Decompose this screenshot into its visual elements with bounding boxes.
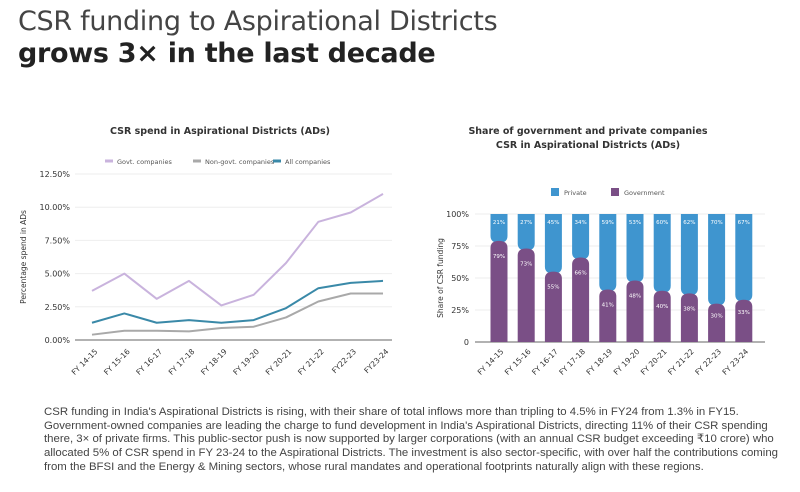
bar-label-government: 66%: [574, 271, 586, 277]
bar-label-government: 33%: [738, 310, 750, 316]
page-title: CSR funding to Aspirational Districts: [18, 6, 498, 37]
bar-private: [708, 214, 726, 306]
x-tick-label: FY 20-21: [264, 347, 294, 377]
bar-x-tick-label: FY 22-23: [693, 347, 723, 377]
bar-y-tick-label: 100%: [446, 210, 469, 219]
bar-label-private: 34%: [574, 220, 586, 226]
bar-label-private: 60%: [656, 220, 668, 226]
y-tick-label: 7.50%: [45, 236, 71, 245]
x-tick-label: FY 18-19: [199, 347, 229, 377]
bar-x-tick-label: FY 21-22: [666, 347, 696, 377]
bar-label-government: 79%: [493, 254, 505, 260]
bar-private: [599, 214, 617, 292]
bar-label-government: 41%: [602, 303, 614, 309]
bar-x-tick-label: FY 20-21: [639, 347, 669, 377]
bar-label-government: 40%: [656, 304, 668, 310]
bar-label-private: 27%: [520, 220, 532, 226]
bar-private: [544, 214, 562, 274]
y-axis-label: Percentage spend in ADs: [19, 210, 28, 304]
bar-x-tick-label: FY 19-20: [612, 347, 642, 377]
bar-private: [626, 214, 644, 283]
bar-government: [544, 271, 562, 342]
bar-private: [653, 214, 671, 293]
bar-label-private: 62%: [683, 220, 695, 226]
bar-label-government: 55%: [547, 285, 559, 291]
y-tick-label: 0.00%: [45, 336, 71, 345]
bar-private: [680, 214, 698, 296]
bar-label-government: 38%: [683, 306, 695, 312]
x-tick-label: FY 14-15: [70, 347, 100, 377]
bar-label-private: 59%: [602, 220, 614, 226]
bar-private: [572, 214, 590, 260]
x-tick-label: FY22-23: [330, 347, 358, 375]
bar-government: [680, 293, 698, 342]
bar-government: [599, 289, 617, 342]
bar-y-tick-label: 0: [464, 338, 469, 347]
y-tick-label: 12.50%: [39, 170, 70, 179]
legend-label-2: All companies: [285, 158, 331, 166]
bar-y-axis-label: Share of CSR funding: [436, 238, 445, 318]
x-tick-label: FY 17-18: [167, 347, 197, 377]
bar-chart-title-line2: CSR in Aspirational Districts (ADs): [496, 140, 680, 151]
bar-y-tick-label: 75%: [451, 242, 469, 251]
bar-label-government: 73%: [520, 262, 532, 268]
legend-label-0: Govt. companies: [117, 158, 172, 166]
bar-private: [517, 214, 535, 251]
legend-swatch-bar-1: [611, 188, 619, 196]
line-series-2: [91, 279, 384, 324]
x-tick-label: FY 19-20: [231, 347, 261, 377]
legend-swatch-bar-0: [551, 188, 559, 196]
charts-canvas: CSR spend in Aspirational Districts (ADs…: [19, 126, 765, 377]
legend-label-1: Non-govt. companies: [205, 158, 275, 166]
y-tick-label: 10.00%: [39, 203, 70, 212]
bar-label-private: 67%: [738, 220, 750, 226]
line-series-0: [91, 193, 384, 307]
bar-private: [735, 214, 753, 302]
bar-government: [626, 280, 644, 342]
x-tick-label: FY 15-16: [102, 347, 132, 377]
bar-y-tick-label: 25%: [451, 306, 469, 315]
page-subtitle: grows 3× in the last decade: [18, 38, 436, 69]
bar-x-tick-label: FY 16-17: [530, 347, 560, 377]
bar-label-private: 45%: [547, 220, 559, 226]
bar-government: [572, 257, 590, 342]
bar-chart-title: Share of government and private companie…: [468, 126, 707, 137]
body-paragraph: CSR funding in India's Aspirational Dist…: [44, 406, 778, 473]
bar-government: [653, 290, 671, 342]
bar-x-tick-label: FY 23-24: [720, 347, 750, 377]
bar-x-tick-label: FY 14-15: [476, 347, 506, 377]
bar-government: [735, 299, 753, 342]
bar-label-government: 48%: [629, 294, 641, 300]
bar-x-tick-label: FY 17-18: [557, 347, 587, 377]
bar-government: [708, 303, 726, 342]
bar-label-private: 53%: [629, 220, 641, 226]
x-tick-label: FY 16-17: [134, 347, 164, 377]
line-series-1: [91, 292, 383, 336]
bar-x-tick-label: FY 18-19: [584, 347, 614, 377]
legend-label-bar-0: Private: [564, 189, 587, 197]
x-tick-label: FY 21-22: [296, 347, 326, 377]
y-tick-label: 2.50%: [45, 303, 71, 312]
bar-label-government: 30%: [710, 314, 722, 320]
bar-label-private: 70%: [710, 220, 722, 226]
legend-label-bar-1: Government: [624, 189, 665, 197]
line-chart-title: CSR spend in Aspirational Districts (ADs…: [110, 126, 330, 137]
bar-label-private: 21%: [493, 220, 505, 226]
bar-private: [490, 214, 508, 243]
bar-government: [490, 240, 508, 342]
bar-y-tick-label: 50%: [451, 274, 469, 283]
x-tick-label: FY23-24: [362, 347, 390, 375]
bar-x-tick-label: FY 15-16: [503, 347, 533, 377]
y-tick-label: 5.00%: [45, 270, 71, 279]
bar-government: [517, 248, 535, 342]
